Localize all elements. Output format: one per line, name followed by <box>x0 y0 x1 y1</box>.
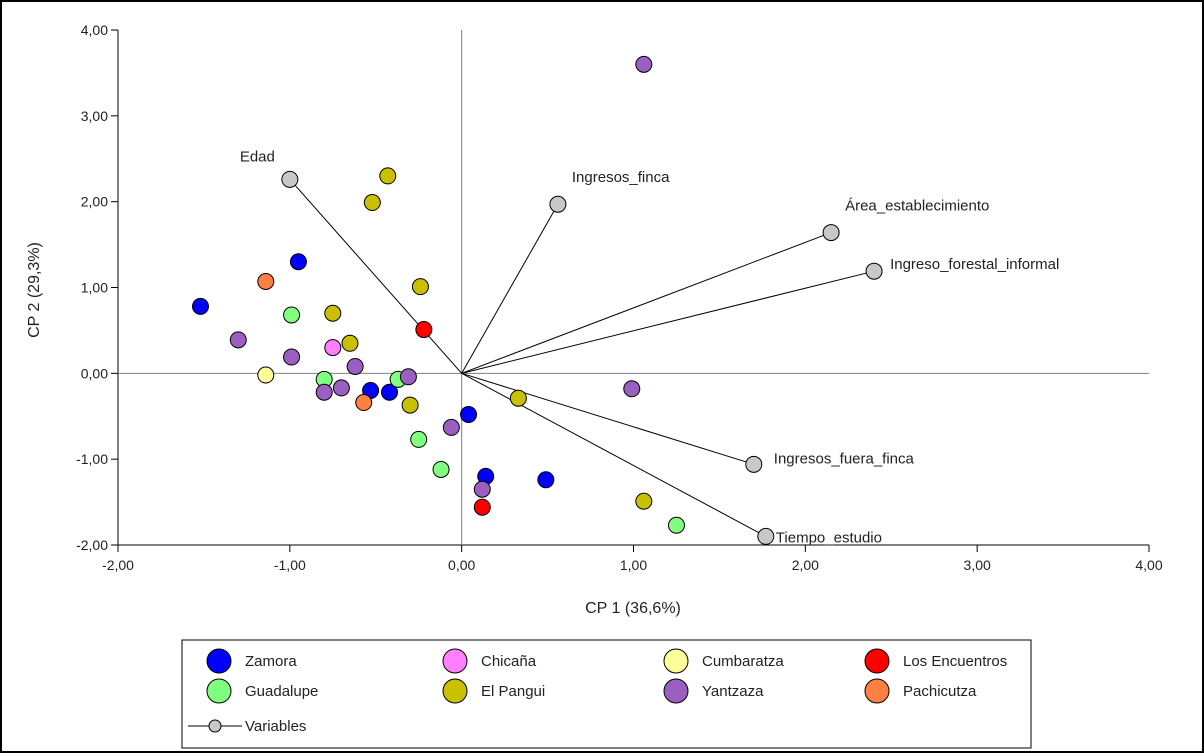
data-point <box>229 331 247 349</box>
legend-box <box>181 639 1032 749</box>
data-point <box>411 278 429 296</box>
legend-label: Pachicutza <box>903 683 977 700</box>
data-point <box>341 334 359 352</box>
legend-label: Guadalupe <box>245 683 318 700</box>
legend-marker <box>442 678 468 704</box>
data-point <box>410 430 428 448</box>
legend-marker <box>206 678 232 704</box>
data-point <box>283 348 301 366</box>
data-point <box>283 306 301 324</box>
data-point <box>537 471 555 489</box>
variable-vectors <box>289 179 875 537</box>
data-point <box>667 516 685 534</box>
variable-marker <box>757 527 775 545</box>
y-tick-label: -2,00 <box>76 537 108 553</box>
variable-markers <box>281 170 883 545</box>
y-axis-label: CP 2 (29,3%) <box>26 242 43 338</box>
y-tick-label: 1,00 <box>81 280 108 296</box>
data-point <box>257 272 275 290</box>
data-point <box>473 498 491 516</box>
labels: Edad Ingresos_finca Área_establecimiento In… <box>240 148 1059 546</box>
legend-label: Los Encuentros <box>903 653 1007 670</box>
data-point <box>432 460 450 478</box>
x-tick-label: 0,00 <box>448 557 475 573</box>
variable-label: Tiempo_estudio <box>776 529 882 546</box>
legend-label: Cumbaratza <box>702 653 784 670</box>
x-tick-label: 3,00 <box>964 557 991 573</box>
x-tick-label: -2,00 <box>102 557 134 573</box>
variable-label: Edad <box>240 148 275 165</box>
data-point <box>324 339 342 357</box>
variable-vector <box>461 203 559 374</box>
data-point <box>379 167 397 185</box>
data-point <box>509 389 527 407</box>
legend-marker <box>206 648 232 674</box>
observation-points <box>191 55 685 534</box>
data-point <box>315 383 333 401</box>
legend-variables-marker <box>208 719 222 733</box>
legend-marker <box>864 678 890 704</box>
x-tick-label: 4,00 <box>1135 557 1162 573</box>
data-point <box>442 418 460 436</box>
data-point <box>380 383 398 401</box>
data-point <box>355 394 373 412</box>
data-point <box>332 379 350 397</box>
variable-vector <box>461 372 767 537</box>
variable-vector <box>289 179 463 374</box>
data-point <box>415 321 433 339</box>
legend-marker <box>442 648 468 674</box>
x-axis-label: CP 1 (36,6%) <box>585 600 681 617</box>
y-tick-label: 3,00 <box>81 108 108 124</box>
x-tick-label: 1,00 <box>620 557 647 573</box>
data-point <box>623 380 641 398</box>
legend-label: Yantzaza <box>702 683 764 700</box>
x-tick-label: -1,00 <box>274 557 306 573</box>
legend-marker <box>864 648 890 674</box>
data-point <box>346 357 364 375</box>
axes: -2,00 -1,00 0,00 1,00 2,00 3,00 4,00 -2,00 -1,00… <box>76 22 1163 573</box>
legend-label: El Pangui <box>481 683 545 700</box>
x-tick-label: 2,00 <box>792 557 819 573</box>
legend-label: Variables <box>245 718 306 735</box>
legend-label: Zamora <box>245 653 297 670</box>
data-point <box>363 194 381 212</box>
data-point <box>635 55 653 73</box>
variable-vector <box>461 270 875 374</box>
variable-vector <box>461 232 832 374</box>
data-point <box>399 368 417 386</box>
variable-label: Ingresos_fuera_finca <box>774 450 915 467</box>
data-point <box>289 253 307 271</box>
variable-marker <box>822 224 840 242</box>
legend-marker <box>663 648 689 674</box>
data-point <box>324 304 342 322</box>
variable-marker <box>745 455 763 473</box>
legend-marker <box>663 678 689 704</box>
legend-label: Chicaña <box>481 653 537 670</box>
data-point <box>191 297 209 315</box>
reference-lines <box>118 30 1149 545</box>
y-tick-label: 0,00 <box>81 365 108 381</box>
data-point <box>401 396 419 414</box>
variable-marker <box>865 262 883 280</box>
data-point <box>473 480 491 498</box>
y-tick-label: 4,00 <box>81 22 108 38</box>
data-point <box>257 366 275 384</box>
variable-label: Ingresos_finca <box>572 169 670 186</box>
legend: Zamora Chicaña Cumbaratza Los Encuentros Gua… <box>181 639 1032 749</box>
y-tick-label: -1,00 <box>76 451 108 467</box>
y-tick-label: 2,00 <box>81 194 108 210</box>
variable-label: Ingreso_forestal_informal <box>890 256 1059 273</box>
data-point <box>460 406 478 424</box>
variable-vector <box>461 372 754 465</box>
variable-marker <box>281 170 299 188</box>
variable-marker <box>549 195 567 213</box>
variable-label: Área_establecimiento <box>845 198 989 215</box>
data-point <box>635 492 653 510</box>
